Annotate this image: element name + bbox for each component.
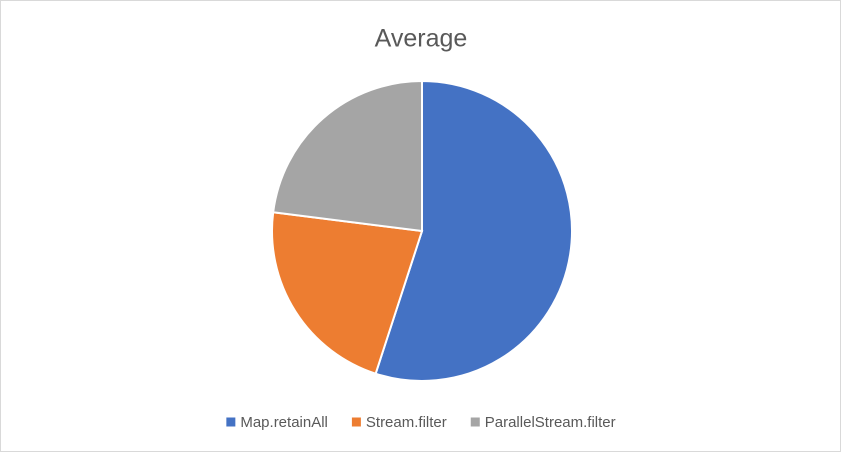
pie-slice: [374, 79, 573, 382]
legend-swatch: [226, 417, 236, 427]
legend-item: Map.retainAll: [226, 414, 328, 431]
legend-label: ParallelStream.filter: [485, 414, 616, 431]
legend-swatch: [351, 417, 361, 427]
pie-slice: [272, 79, 423, 233]
legend-label: Map.retainAll: [240, 414, 328, 431]
legend-label: Stream.filter: [366, 414, 447, 431]
pie-slice: [271, 211, 424, 375]
chart-title: Average: [375, 25, 468, 53]
legend-item: ParallelStream.filter: [470, 414, 616, 431]
legend-swatch: [470, 417, 480, 427]
legend-item: Stream.filter: [351, 414, 447, 431]
